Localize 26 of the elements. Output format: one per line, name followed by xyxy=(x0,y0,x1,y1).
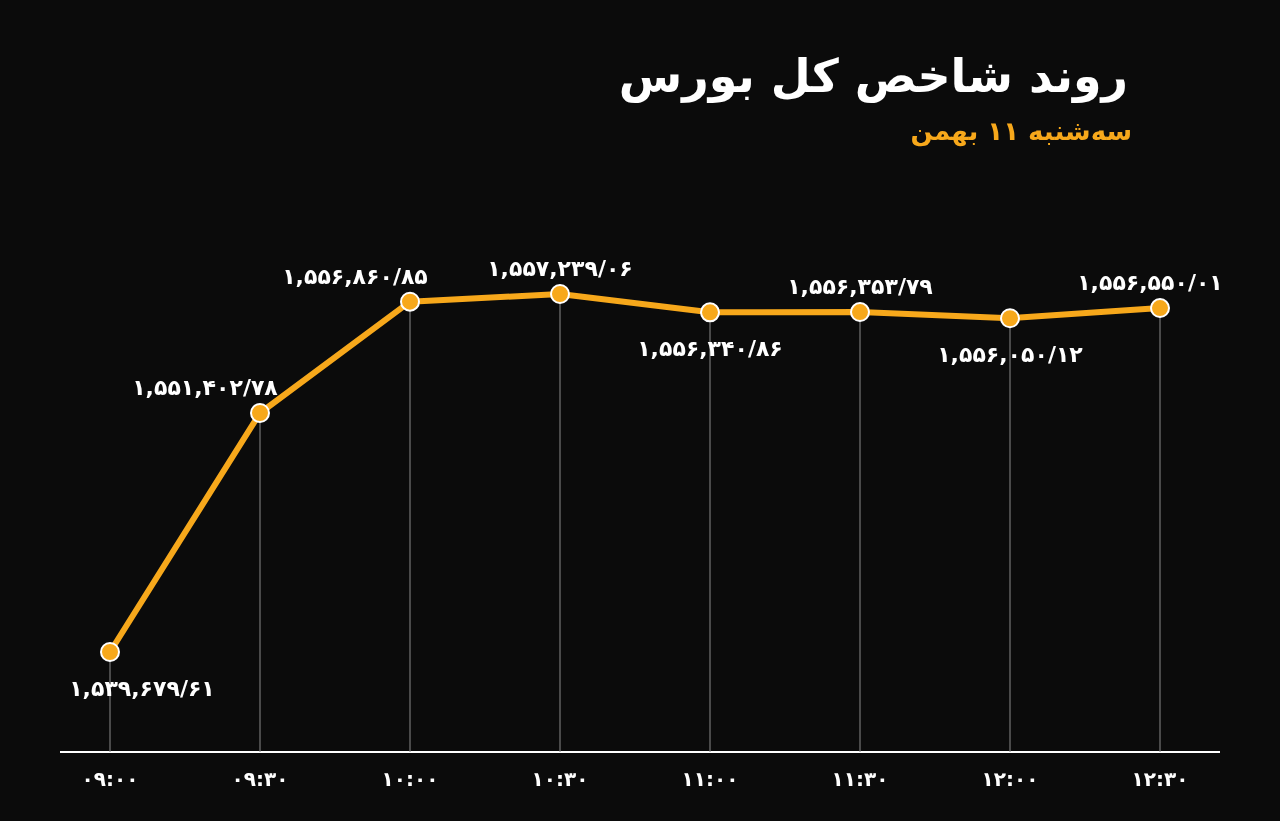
x-tick-label: ۰۹:۰۰ xyxy=(81,767,139,791)
point xyxy=(250,402,270,423)
x-tick-label: ۱۰:۳۰ xyxy=(531,767,589,791)
x-tick-label: ۱۱:۳۰ xyxy=(831,767,889,791)
data-label: ۱,۵۵۶,۰۵۰/۱۲ xyxy=(937,342,1084,368)
x-tick-label: ۱۲:۳۰ xyxy=(1131,767,1189,791)
data-label: ۱,۵۳۹,۶۷۹/۶۱ xyxy=(69,676,215,701)
point xyxy=(550,284,570,304)
x-tick-label: ۰۹:۳۰ xyxy=(231,767,289,791)
data-label: ۱,۵۵۶,۵۵۰/۰۱ xyxy=(1077,270,1223,296)
point xyxy=(100,642,120,662)
data-label: ۱,۵۵۶,۳۵۳/۷۹ xyxy=(787,274,933,300)
data-label: ۱,۵۵۶,۸۶۰/۸۵ xyxy=(282,263,428,289)
x-tick-label: ۱۱:۰۰ xyxy=(681,767,739,791)
point xyxy=(700,302,720,323)
point xyxy=(1150,298,1170,319)
data-label: ۱,۵۵۱,۴۰۲/۷۸ xyxy=(132,374,279,400)
point xyxy=(1000,308,1020,329)
chart-subtitle: سه‌شنبه ۱۱ بهمن xyxy=(910,116,1132,147)
data-label: ۱,۵۵۶,۳۴۰/۸۶ xyxy=(637,336,783,362)
point xyxy=(850,302,870,323)
chart-title: روند شاخص کل بورس xyxy=(618,49,1128,103)
data-label: ۱,۵۵۷,۲۳۹/۰۶ xyxy=(487,256,633,281)
x-tick-label: ۱۰:۰۰ xyxy=(381,767,439,791)
point xyxy=(400,291,420,312)
x-tick-label: ۱۲:۰۰ xyxy=(981,767,1039,791)
